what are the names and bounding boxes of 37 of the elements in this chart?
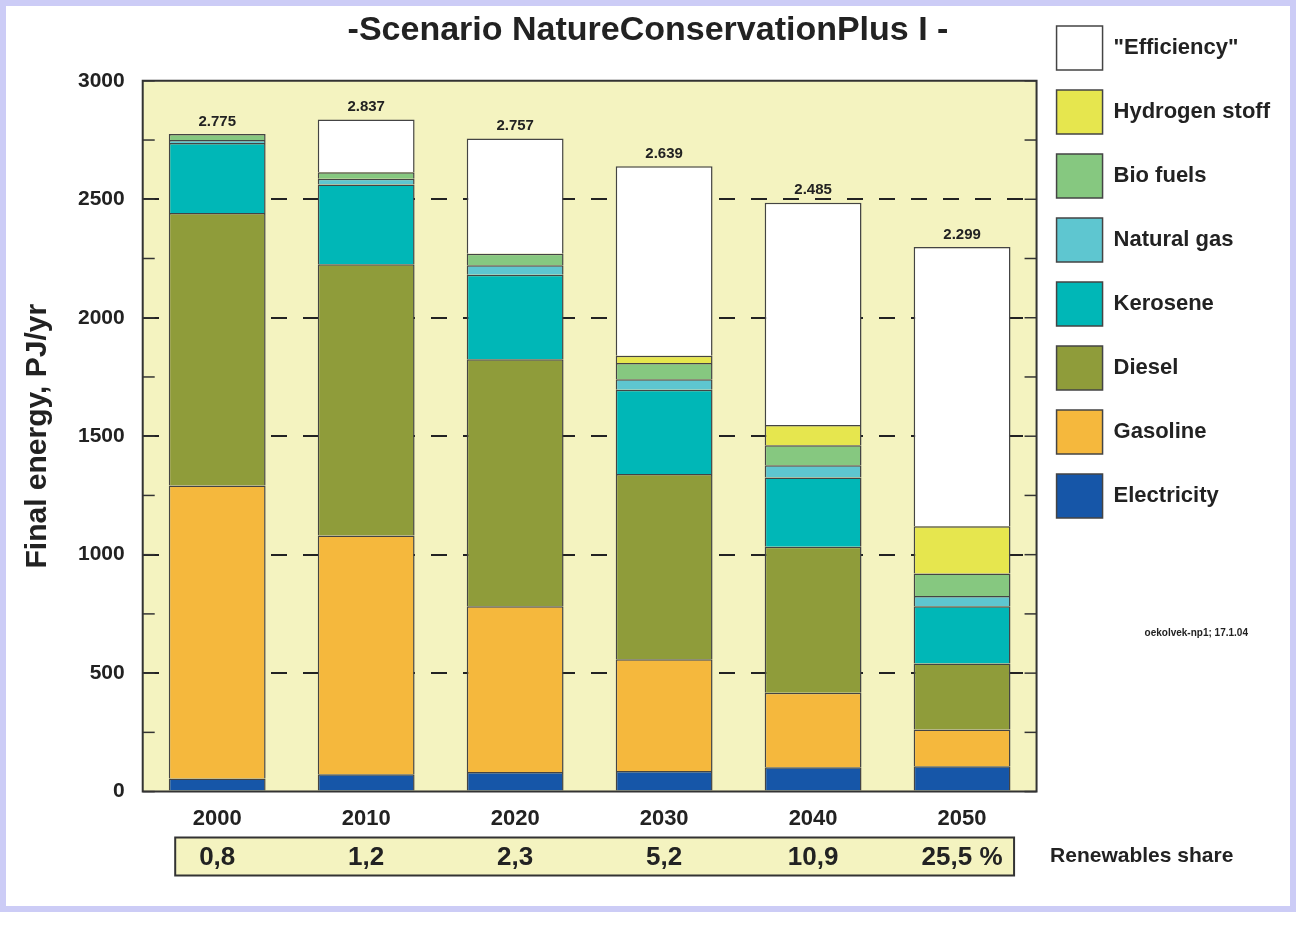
legend-label: Natural gas: [1113, 226, 1234, 252]
y-axis-title: Final energy, PJ/yr: [19, 303, 53, 569]
y-tick-label: 500: [89, 659, 125, 683]
total-label: 2.757: [496, 116, 534, 134]
x-tick-label: 2020: [490, 804, 540, 830]
x-tick-label: 2040: [788, 804, 838, 830]
x-tick-label: 2030: [639, 804, 689, 830]
text: 10,9: [787, 840, 839, 871]
total-label: 2.775: [198, 111, 236, 129]
text: 25,5 %: [921, 840, 1003, 871]
chart-title: -Scenario NatureConservationPlus I -: [347, 8, 949, 47]
y-tick-label: 2500: [78, 186, 125, 210]
legend-label: Hydrogen stoff: [1113, 98, 1271, 124]
y-tick-label: 1000: [78, 541, 125, 565]
y-tick-label: 1500: [78, 423, 125, 446]
y-tick-label: 0: [113, 778, 125, 802]
total-label: 2.485: [794, 180, 832, 198]
text: 2,3: [497, 840, 534, 871]
total-label: 2.837: [347, 97, 385, 115]
text: 0,8: [199, 840, 236, 871]
y-tick-label: 3000: [78, 67, 125, 91]
legend-label: Bio fuels: [1113, 162, 1207, 188]
legend-label: Electricity: [1113, 482, 1220, 508]
x-tick-label: 2000: [192, 804, 242, 830]
text: Renewables share: [1050, 843, 1234, 867]
text: oekolvek-np1; 17.1.04: [1144, 626, 1249, 638]
total-label: 2.299: [943, 224, 981, 242]
legend-label: Diesel: [1113, 354, 1179, 380]
legend-label: Kerosene: [1113, 290, 1214, 316]
x-tick-label: 2050: [937, 804, 987, 830]
legend-label: Gasoline: [1113, 418, 1207, 444]
text: 5,2: [646, 840, 683, 871]
legend-label: "Efficiency": [1113, 34, 1239, 60]
x-tick-label: 2010: [341, 804, 391, 830]
text: 1,2: [348, 840, 385, 871]
y-tick-label: 2000: [78, 304, 125, 328]
total-label: 2.639: [645, 143, 683, 161]
